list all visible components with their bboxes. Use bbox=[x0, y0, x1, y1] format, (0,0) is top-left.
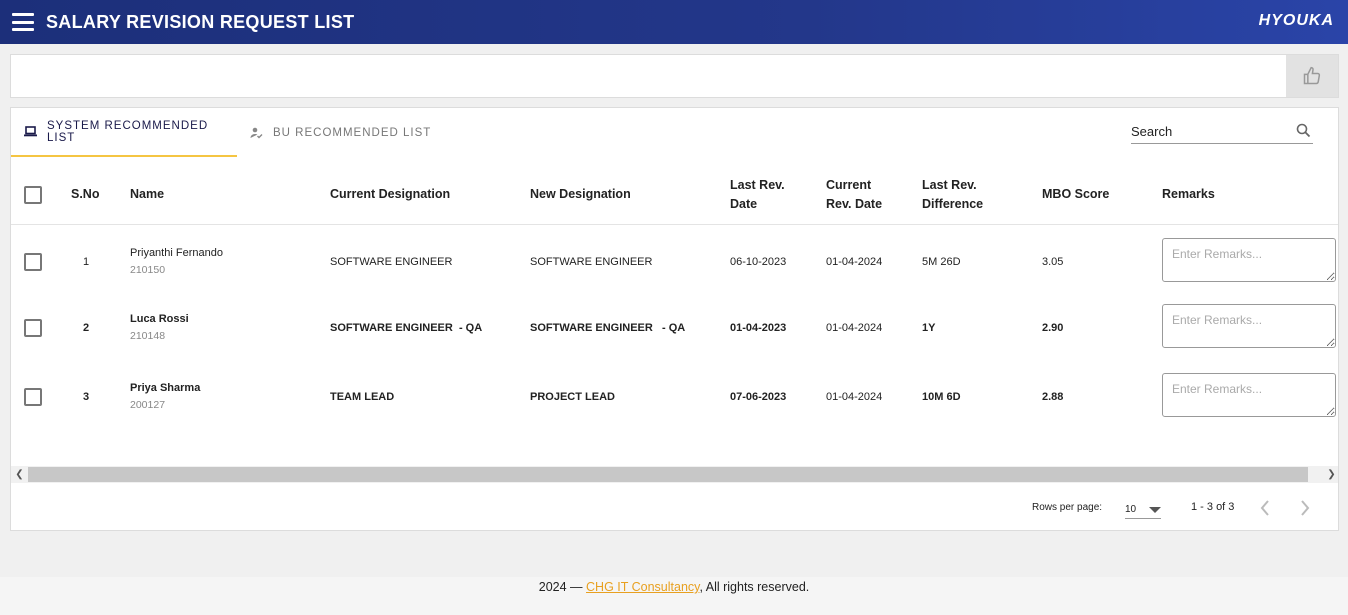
employee-id: 200127 bbox=[130, 399, 166, 411]
column-header-new-designation[interactable]: New Designation bbox=[530, 187, 631, 201]
cell-last-rev-difference: 10M 6D bbox=[922, 391, 961, 403]
row-checkbox[interactable] bbox=[24, 388, 42, 406]
action-bar bbox=[10, 54, 1339, 98]
brand-logo: HYOUKA bbox=[1258, 12, 1334, 29]
scroll-left-icon[interactable]: ❮ bbox=[15, 469, 24, 480]
column-header-name[interactable]: Name bbox=[130, 187, 165, 201]
employee-name: Priyanthi Fernando bbox=[130, 247, 223, 259]
search-input[interactable] bbox=[1131, 124, 1281, 139]
scroll-right-icon[interactable]: ❯ bbox=[1327, 469, 1336, 480]
employee-name: Luca Rossi bbox=[130, 313, 189, 325]
footer-suffix: , All rights reserved. bbox=[699, 580, 810, 594]
horizontal-scrollbar[interactable]: ❮ ❯ bbox=[11, 466, 1338, 483]
cell-sno: 2 bbox=[83, 322, 90, 334]
person-check-icon bbox=[250, 127, 263, 139]
table-row: 1 Priyanthi Fernando 210150 SOFTWARE ENG… bbox=[11, 226, 1338, 296]
employee-id: 210150 bbox=[130, 264, 166, 276]
menu-icon[interactable] bbox=[12, 13, 34, 31]
cell-sno: 3 bbox=[83, 391, 90, 403]
cell-mbo-score: 3.05 bbox=[1042, 256, 1064, 268]
tab-system-recommended[interactable]: SYSTEM RECOMMENDED LIST bbox=[11, 108, 237, 157]
cell-current-rev-date: 01-04-2024 bbox=[826, 256, 883, 268]
next-page-button[interactable] bbox=[1294, 497, 1316, 519]
chevron-left-icon bbox=[1260, 500, 1269, 516]
employee-id: 210148 bbox=[130, 330, 166, 342]
company-link[interactable]: CHG IT Consultancy bbox=[586, 580, 700, 594]
column-header-last-rev-date[interactable]: Last Rev. Date bbox=[730, 178, 785, 211]
cell-last-rev-date: 01-04-2023 bbox=[730, 322, 787, 334]
cell-sno: 1 bbox=[83, 256, 90, 268]
table-row: 2 Luca Rossi 210148 SOFTWARE ENGINEER - … bbox=[11, 296, 1338, 362]
remarks-input[interactable] bbox=[1162, 373, 1336, 417]
app-header: SALARY REVISION REQUEST LIST HYOUKA bbox=[0, 0, 1348, 44]
cell-last-rev-date: 06-10-2023 bbox=[730, 256, 787, 268]
previous-page-button[interactable] bbox=[1254, 497, 1276, 519]
cell-mbo-score: 2.88 bbox=[1042, 391, 1064, 403]
tab-label: BU RECOMMENDED LIST bbox=[273, 126, 432, 139]
page-title: SALARY REVISION REQUEST LIST bbox=[46, 11, 355, 32]
column-header-current-designation[interactable]: Current Designation bbox=[330, 187, 451, 201]
remarks-input[interactable] bbox=[1162, 304, 1336, 348]
search-icon[interactable] bbox=[1296, 123, 1311, 143]
pagination: Rows per page: 10 1 - 3 of 3 bbox=[11, 493, 1338, 523]
tab-bu-recommended[interactable]: BU RECOMMENDED LIST bbox=[237, 108, 444, 157]
employee-name: Priya Sharma bbox=[130, 382, 201, 394]
column-header-mbo-score[interactable]: MBO Score bbox=[1042, 187, 1110, 201]
remarks-input[interactable] bbox=[1162, 238, 1336, 282]
cell-mbo-score: 2.90 bbox=[1042, 322, 1064, 334]
chevron-right-icon bbox=[1301, 500, 1310, 516]
column-header-last-rev-difference[interactable]: Last Rev. Difference bbox=[922, 178, 984, 211]
row-checkbox[interactable] bbox=[24, 253, 42, 271]
column-header-remarks[interactable]: Remarks bbox=[1162, 187, 1215, 201]
cell-employee: Luca Rossi 210148 bbox=[130, 313, 189, 342]
pagination-range: 1 - 3 of 3 bbox=[1191, 501, 1235, 513]
tab-label: SYSTEM RECOMMENDED LIST bbox=[47, 119, 209, 144]
laptop-icon bbox=[24, 126, 37, 137]
cell-current-designation: SOFTWARE ENGINEER - QA bbox=[330, 322, 483, 334]
rows-per-page-label: Rows per page: bbox=[1032, 502, 1103, 513]
request-list-card: SYSTEM RECOMMENDED LIST BU RECOMMENDED L… bbox=[10, 107, 1339, 531]
thumbs-up-icon bbox=[1303, 66, 1321, 85]
approve-button[interactable] bbox=[1286, 55, 1338, 97]
footer-prefix: 2024 — bbox=[538, 580, 587, 594]
rows-per-page-select[interactable]: 10 bbox=[1125, 497, 1161, 519]
column-header-current-rev-date[interactable]: Current Rev. Date bbox=[826, 178, 883, 211]
cell-current-designation: SOFTWARE ENGINEER bbox=[330, 256, 453, 268]
row-checkbox[interactable] bbox=[24, 319, 42, 337]
chevron-down-icon bbox=[1149, 507, 1161, 513]
cell-last-rev-difference: 1Y bbox=[922, 322, 936, 334]
rows-per-page-value: 10 bbox=[1125, 504, 1137, 515]
search-field bbox=[1131, 120, 1313, 144]
cell-employee: Priyanthi Fernando 210150 bbox=[130, 247, 223, 276]
cell-new-designation: PROJECT LEAD bbox=[530, 391, 615, 403]
select-all-checkbox[interactable] bbox=[24, 186, 42, 204]
cell-employee: Priya Sharma 200127 bbox=[130, 382, 200, 411]
scrollbar-thumb[interactable] bbox=[28, 467, 1308, 482]
cell-last-rev-difference: 5M 26D bbox=[922, 256, 961, 268]
table-header: S.No Name Current Designation New Design… bbox=[11, 168, 1338, 225]
cell-current-rev-date: 01-04-2024 bbox=[826, 322, 883, 334]
cell-last-rev-date: 07-06-2023 bbox=[730, 391, 787, 403]
cell-current-rev-date: 01-04-2024 bbox=[826, 391, 883, 403]
tab-bar: SYSTEM RECOMMENDED LIST BU RECOMMENDED L… bbox=[11, 108, 444, 157]
cell-new-designation: SOFTWARE ENGINEER - QA bbox=[530, 322, 686, 334]
table-row: 3 Priya Sharma 200127 TEAM LEAD PROJECT … bbox=[11, 362, 1338, 432]
cell-current-designation: TEAM LEAD bbox=[330, 391, 395, 403]
column-header-sno[interactable]: S.No bbox=[71, 187, 100, 201]
cell-new-designation: SOFTWARE ENGINEER bbox=[530, 256, 653, 268]
footer: 2024 — CHG IT Consultancy, All rights re… bbox=[0, 577, 1348, 615]
